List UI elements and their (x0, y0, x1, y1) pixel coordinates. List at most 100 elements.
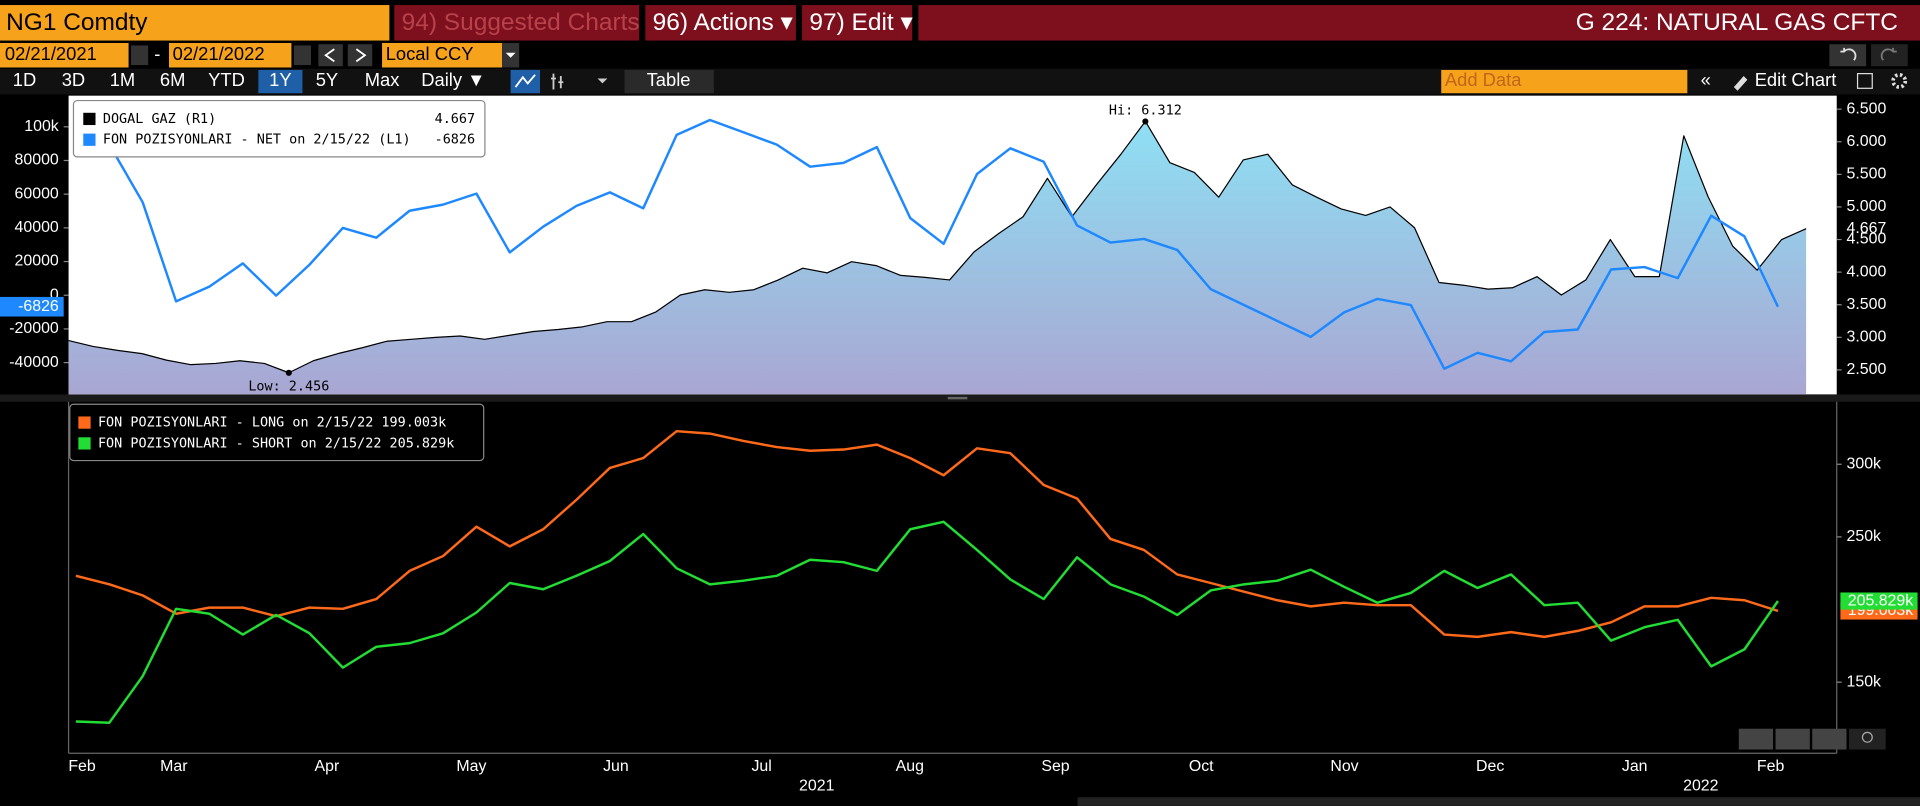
ticker[interactable]: NG1 Comdty (6, 9, 148, 36)
legend-label: FON POZISYONLARI - LONG on 2/15/22 199.0… (98, 416, 446, 431)
edit-label[interactable]: 97) Edit ▾ (809, 9, 912, 36)
add-data-placeholder[interactable]: Add Data (1445, 69, 1522, 90)
y-tick-label: 100k (24, 118, 59, 135)
settings-icon[interactable] (1891, 73, 1908, 89)
legend-value: -6826 (435, 133, 476, 148)
annotate-icon[interactable] (1856, 73, 1873, 89)
dropdown-arrow[interactable] (597, 78, 608, 84)
edit-chart[interactable]: Edit Chart (1755, 69, 1837, 90)
x-tick-label: Feb (68, 758, 96, 775)
prev-button[interactable] (318, 44, 343, 67)
scrollbar[interactable] (1077, 797, 1920, 806)
x-tick-label: May (456, 758, 486, 775)
period-button[interactable]: 6M (160, 69, 186, 90)
end-date-box[interactable] (168, 43, 292, 68)
calendar-icon[interactable] (131, 45, 149, 66)
undo-icon[interactable] (1840, 47, 1857, 61)
zoom-button[interactable] (1848, 728, 1886, 750)
y-tick-label: -40000 (9, 354, 59, 371)
y-tick-label: 250k (1847, 528, 1882, 545)
period-button[interactable]: 3D (62, 69, 85, 90)
period-button[interactable]: 5Y (316, 69, 338, 90)
list-button[interactable] (1812, 728, 1847, 750)
table-button[interactable] (624, 69, 714, 94)
next-arrow[interactable] (355, 48, 367, 63)
y-tick-label: 80000 (15, 152, 59, 169)
x-year-label: 2022 (1683, 777, 1719, 794)
y2-tick-label: 5.000 (1847, 198, 1887, 215)
calendar-icon[interactable] (293, 45, 312, 66)
prev-arrow[interactable] (324, 48, 335, 63)
undo-button[interactable] (1829, 44, 1867, 67)
frequency[interactable]: Daily ▼ (421, 69, 485, 90)
legend (69, 403, 485, 462)
extreme-marker (285, 369, 292, 376)
x-tick-label: Aug (896, 758, 924, 775)
table-label[interactable]: Table (647, 69, 691, 90)
period-button[interactable]: YTD (208, 69, 245, 90)
y2-tick-label: 5.500 (1847, 166, 1887, 183)
last-value-label: 205.829k (1848, 592, 1913, 609)
currency-box[interactable] (382, 43, 503, 68)
last-value-box (1840, 592, 1918, 610)
zoom-icon[interactable] (1861, 731, 1873, 743)
series-line (75, 520, 1779, 724)
divider-handle[interactable] (947, 396, 968, 400)
period-selected[interactable] (258, 69, 303, 94)
end-date[interactable]: 02/21/2022 (173, 43, 265, 64)
y2-tick-label: 4.000 (1847, 263, 1887, 280)
collapse-icon[interactable]: « (1701, 69, 1711, 90)
actions-button[interactable] (645, 5, 796, 41)
draw-button[interactable] (1775, 728, 1810, 750)
suggested-label[interactable]: 94) Suggested Charts (402, 9, 640, 36)
y-tick-label: 150k (1847, 673, 1882, 690)
period-button[interactable]: 1M (110, 69, 136, 90)
zoom-controls (1738, 728, 1886, 750)
series-line (75, 118, 1780, 370)
legend-value: 4.667 (435, 112, 476, 127)
y-tick-label: 20000 (15, 253, 59, 270)
suggested-button[interactable] (394, 5, 640, 41)
currency[interactable]: Local CCY (386, 43, 474, 64)
period-button[interactable]: Max (365, 69, 400, 90)
y-tick-label: -20000 (9, 320, 59, 337)
x-tick-label: Jun (603, 758, 629, 775)
redo-button[interactable] (1871, 44, 1908, 67)
x-tick-label: Jan (1622, 758, 1648, 775)
y2-tick-label: 4.500 (1847, 231, 1887, 248)
x-tick-label: Mar (160, 758, 188, 775)
pan-button[interactable] (1738, 728, 1774, 750)
line-chart-icon[interactable] (514, 74, 536, 88)
x-tick-label: Apr (315, 758, 340, 775)
legend-swatch (83, 133, 96, 146)
add-data-input[interactable] (1441, 69, 1688, 94)
x-tick-label: Dec (1476, 758, 1504, 775)
ticker-box[interactable] (0, 5, 390, 41)
period-button[interactable]: 1D (13, 69, 36, 90)
y-tick-label: 300k (1847, 455, 1882, 472)
legend-swatch (83, 112, 96, 126)
page-title: G 224: NATURAL GAS CFTC (1576, 9, 1898, 36)
x-tick-label: Nov (1330, 758, 1358, 775)
y2-tick-label: 6.500 (1847, 100, 1887, 117)
period-button[interactable]: 1Y (269, 69, 291, 90)
x-year-label: 2021 (799, 777, 835, 794)
dropdown-arrow[interactable] (505, 52, 516, 58)
extreme-marker (1142, 118, 1149, 125)
start-date-box[interactable] (0, 43, 129, 68)
candle-icon[interactable] (551, 73, 564, 90)
actions-label[interactable]: 96) Actions ▾ (653, 9, 793, 36)
edit-button[interactable] (802, 5, 913, 41)
date-separator: - (154, 43, 160, 64)
pencil-icon[interactable] (1733, 76, 1748, 91)
start-date[interactable]: 02/21/2021 (5, 43, 97, 64)
redo-icon[interactable] (1880, 47, 1897, 61)
x-tick-label: Sep (1041, 758, 1069, 775)
next-button[interactable] (347, 44, 373, 67)
y2-tick-label: 3.000 (1847, 329, 1887, 346)
legend-label: FON POZISYONLARI - SHORT on 2/15/22 205.… (98, 436, 454, 451)
title-bar (918, 5, 1920, 41)
area-fill (68, 121, 1807, 395)
